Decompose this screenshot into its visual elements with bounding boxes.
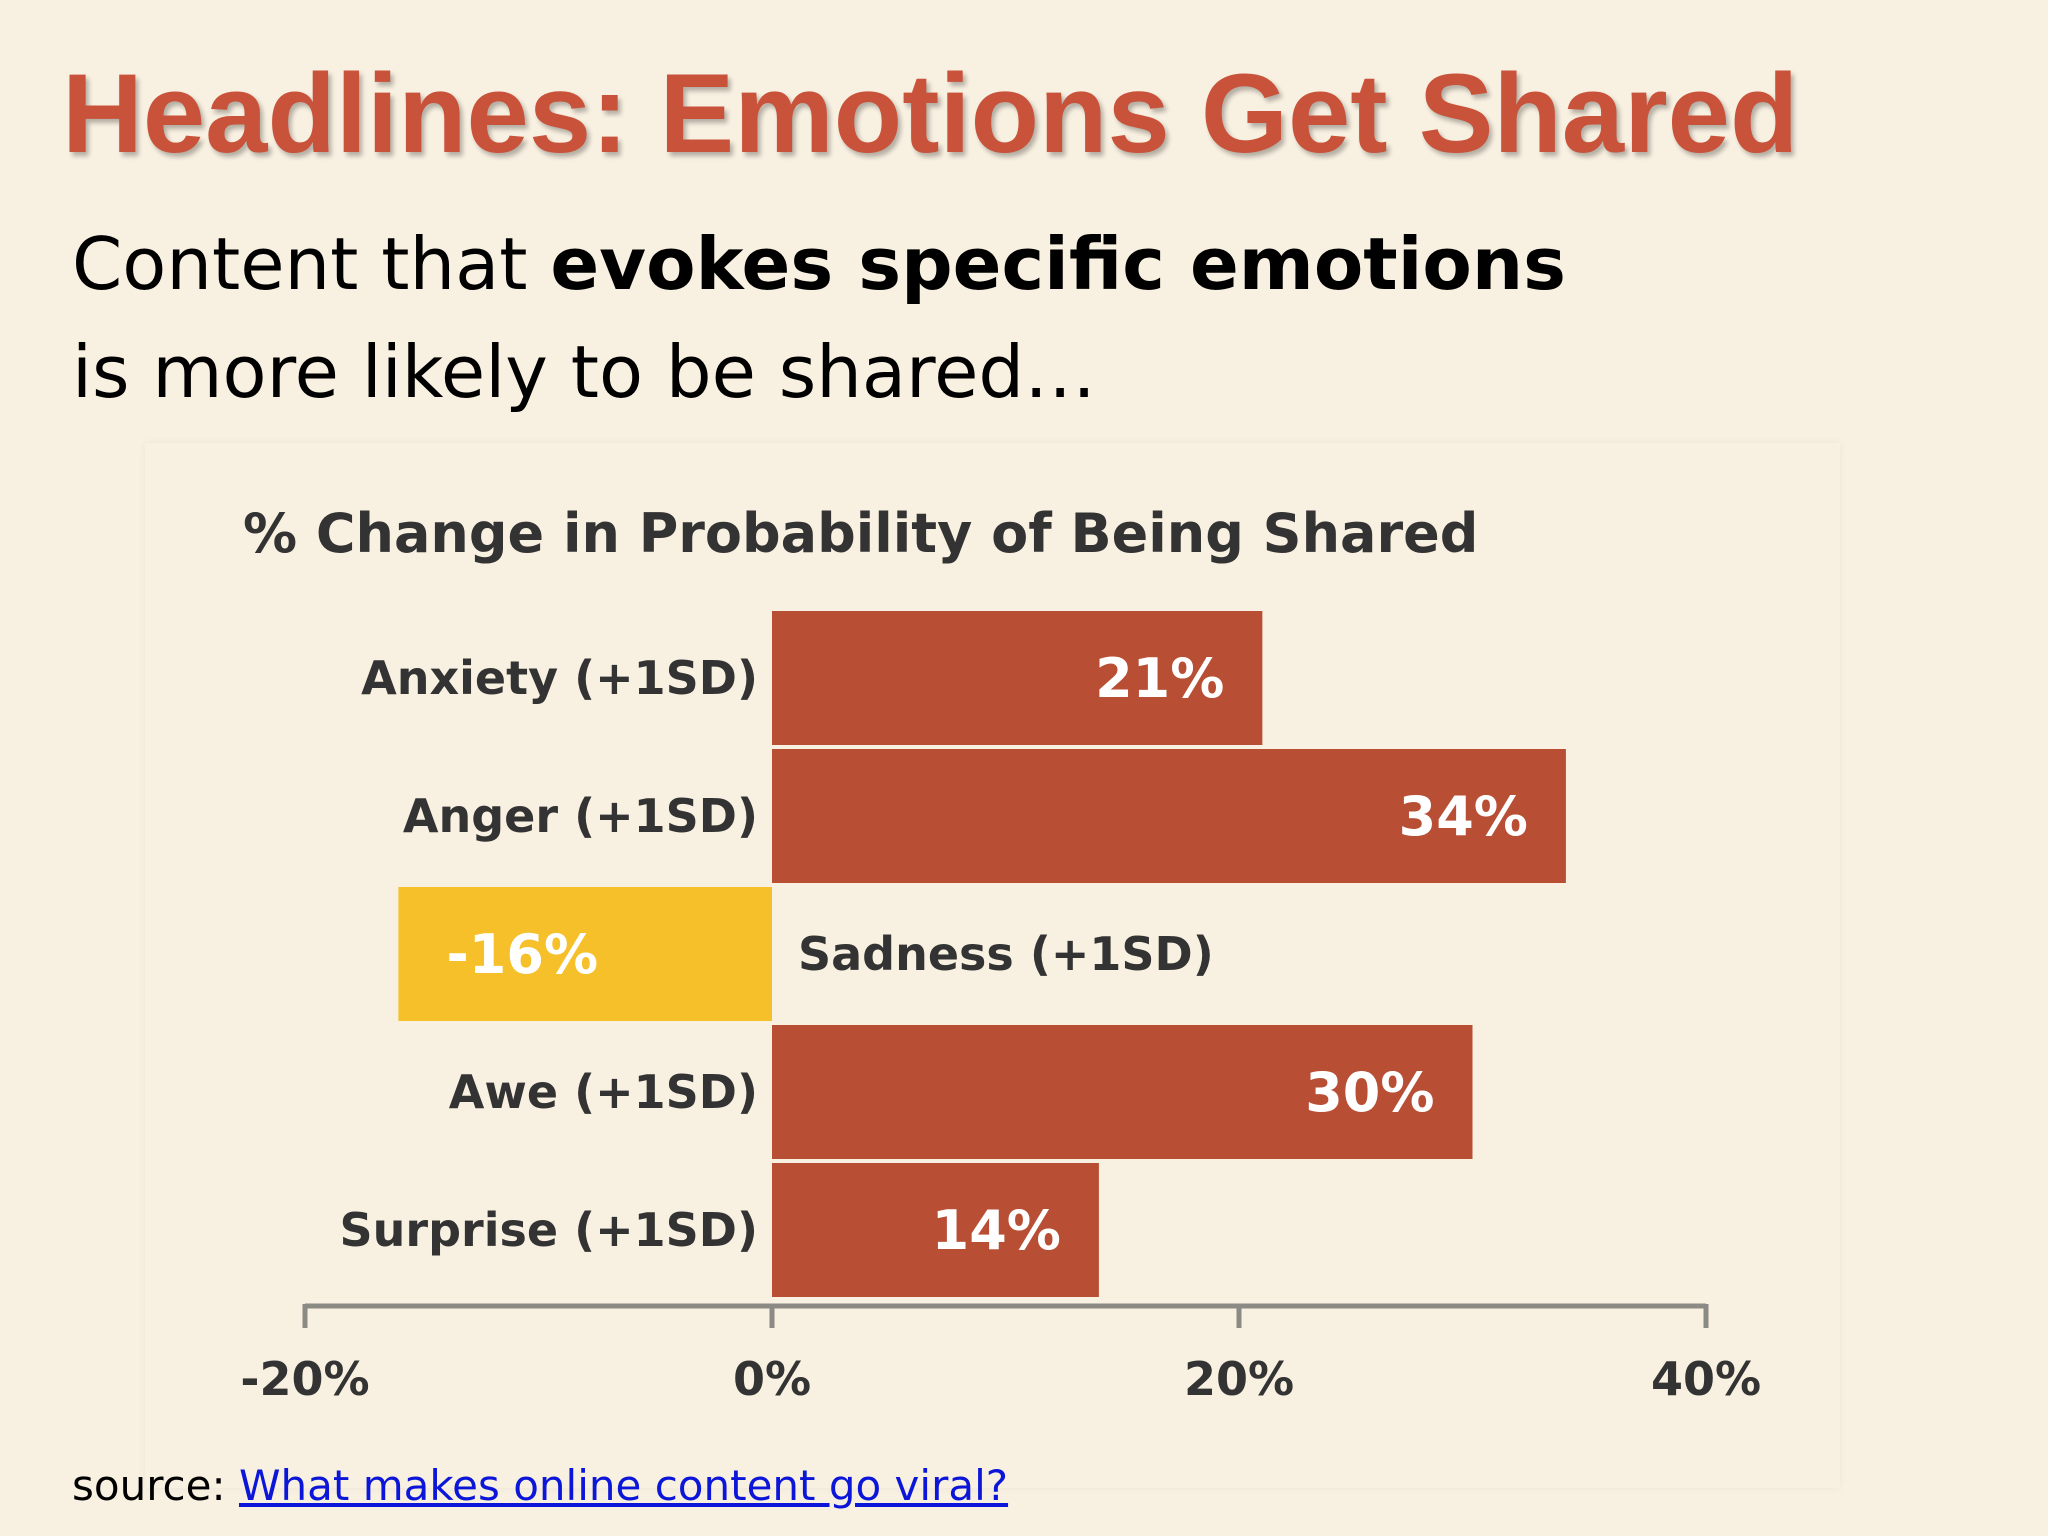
source-citation: source: What makes online content go vir… — [72, 1458, 1008, 1514]
bar-value-label-1: 34% — [1399, 785, 1528, 848]
category-label-3: Awe (+1SD) — [449, 1065, 758, 1119]
subtitle-line-1: Content that evokes specific emotions — [72, 210, 1566, 318]
slide-title: Headlines: Emotions Get Shared — [62, 51, 1799, 176]
x-tick-label-0: -20% — [240, 1352, 369, 1406]
category-label-2: Sadness (+1SD) — [798, 927, 1214, 981]
chart-category-labels: Anxiety (+1SD) Anger (+1SD) Sadness (+1SD)… — [340, 651, 1214, 1257]
subtitle-line-2: is more likely to be shared… — [72, 330, 1097, 414]
bar-2 — [398, 887, 772, 1021]
category-label-0: Anxiety (+1SD) — [361, 651, 758, 705]
chart-x-axis: -20% 0% 20% 40% — [240, 1303, 1761, 1406]
x-tick-label-3: 40% — [1651, 1352, 1761, 1406]
source-label: source: — [72, 1461, 239, 1510]
category-label-4: Surprise (+1SD) — [340, 1203, 758, 1257]
category-label-1: Anger (+1SD) — [403, 789, 758, 843]
subtitle-emphasis: evokes specific emotions — [550, 222, 1566, 306]
chart-bars: 21% 34% -16% 30% 14% — [398, 611, 1566, 1297]
slide-subtitle: Content that evokes specific emotions is… — [72, 210, 1566, 426]
source-link[interactable]: What makes online content go viral? — [238, 1461, 1009, 1510]
bar-value-label-3: 30% — [1305, 1061, 1434, 1124]
bar-value-label-0: 21% — [1095, 647, 1224, 710]
bar-4 — [772, 1163, 1099, 1297]
bar-0 — [772, 611, 1263, 745]
subtitle-prefix: Content that — [72, 222, 551, 306]
x-tick-label-1: 0% — [733, 1352, 811, 1406]
bar-3 — [772, 1025, 1473, 1159]
chart-title: % Change in Probability of Being Shared — [243, 502, 1478, 565]
bar-value-label-2: -16% — [446, 923, 598, 986]
x-tick-label-2: 20% — [1184, 1352, 1294, 1406]
bar-value-label-4: 14% — [932, 1199, 1061, 1262]
bar-1 — [772, 749, 1566, 883]
